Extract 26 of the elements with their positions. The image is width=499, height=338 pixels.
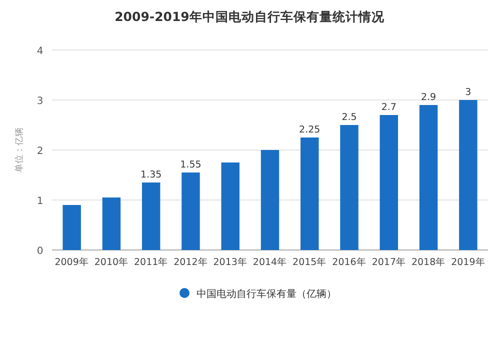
x-tick-label: 2010年: [94, 256, 129, 268]
chart-title: 2009-2019年中国电动自行车保有量统计情况: [114, 9, 386, 24]
y-tick-label: 0: [36, 246, 44, 257]
x-tick-label: 2017年: [372, 256, 406, 268]
x-tick-label: 2019年: [451, 256, 486, 268]
y-tick-label: 2: [36, 146, 44, 157]
x-tick-label: 2015年: [292, 256, 327, 268]
data-label: 3: [465, 87, 472, 98]
data-label: 2.7: [381, 102, 396, 113]
y-tick-label: 1: [36, 196, 44, 207]
x-tick-label: 2016年: [332, 256, 366, 268]
data-label: 2.25: [299, 124, 320, 136]
y-tick-label: 3: [36, 96, 44, 107]
x-tick-label: 2011年: [134, 256, 168, 268]
data-label: 1.35: [140, 170, 162, 180]
data-label: 2.9: [420, 92, 436, 103]
data-label: 1.55: [180, 160, 202, 170]
y-tick-label: 4: [36, 46, 44, 57]
legend-label: 中国电动自行车保有量（亿辆）: [196, 288, 336, 300]
x-tick-label: 2014年: [252, 256, 288, 268]
x-tick-label: 2009年: [54, 256, 89, 268]
y-axis-title: 单位：亿辆: [14, 128, 25, 172]
x-tick-label: 2012年: [174, 256, 208, 268]
data-label: 2.5: [342, 112, 357, 123]
x-tick-label: 2013年: [213, 256, 248, 268]
x-tick-label: 2018年: [411, 256, 446, 268]
